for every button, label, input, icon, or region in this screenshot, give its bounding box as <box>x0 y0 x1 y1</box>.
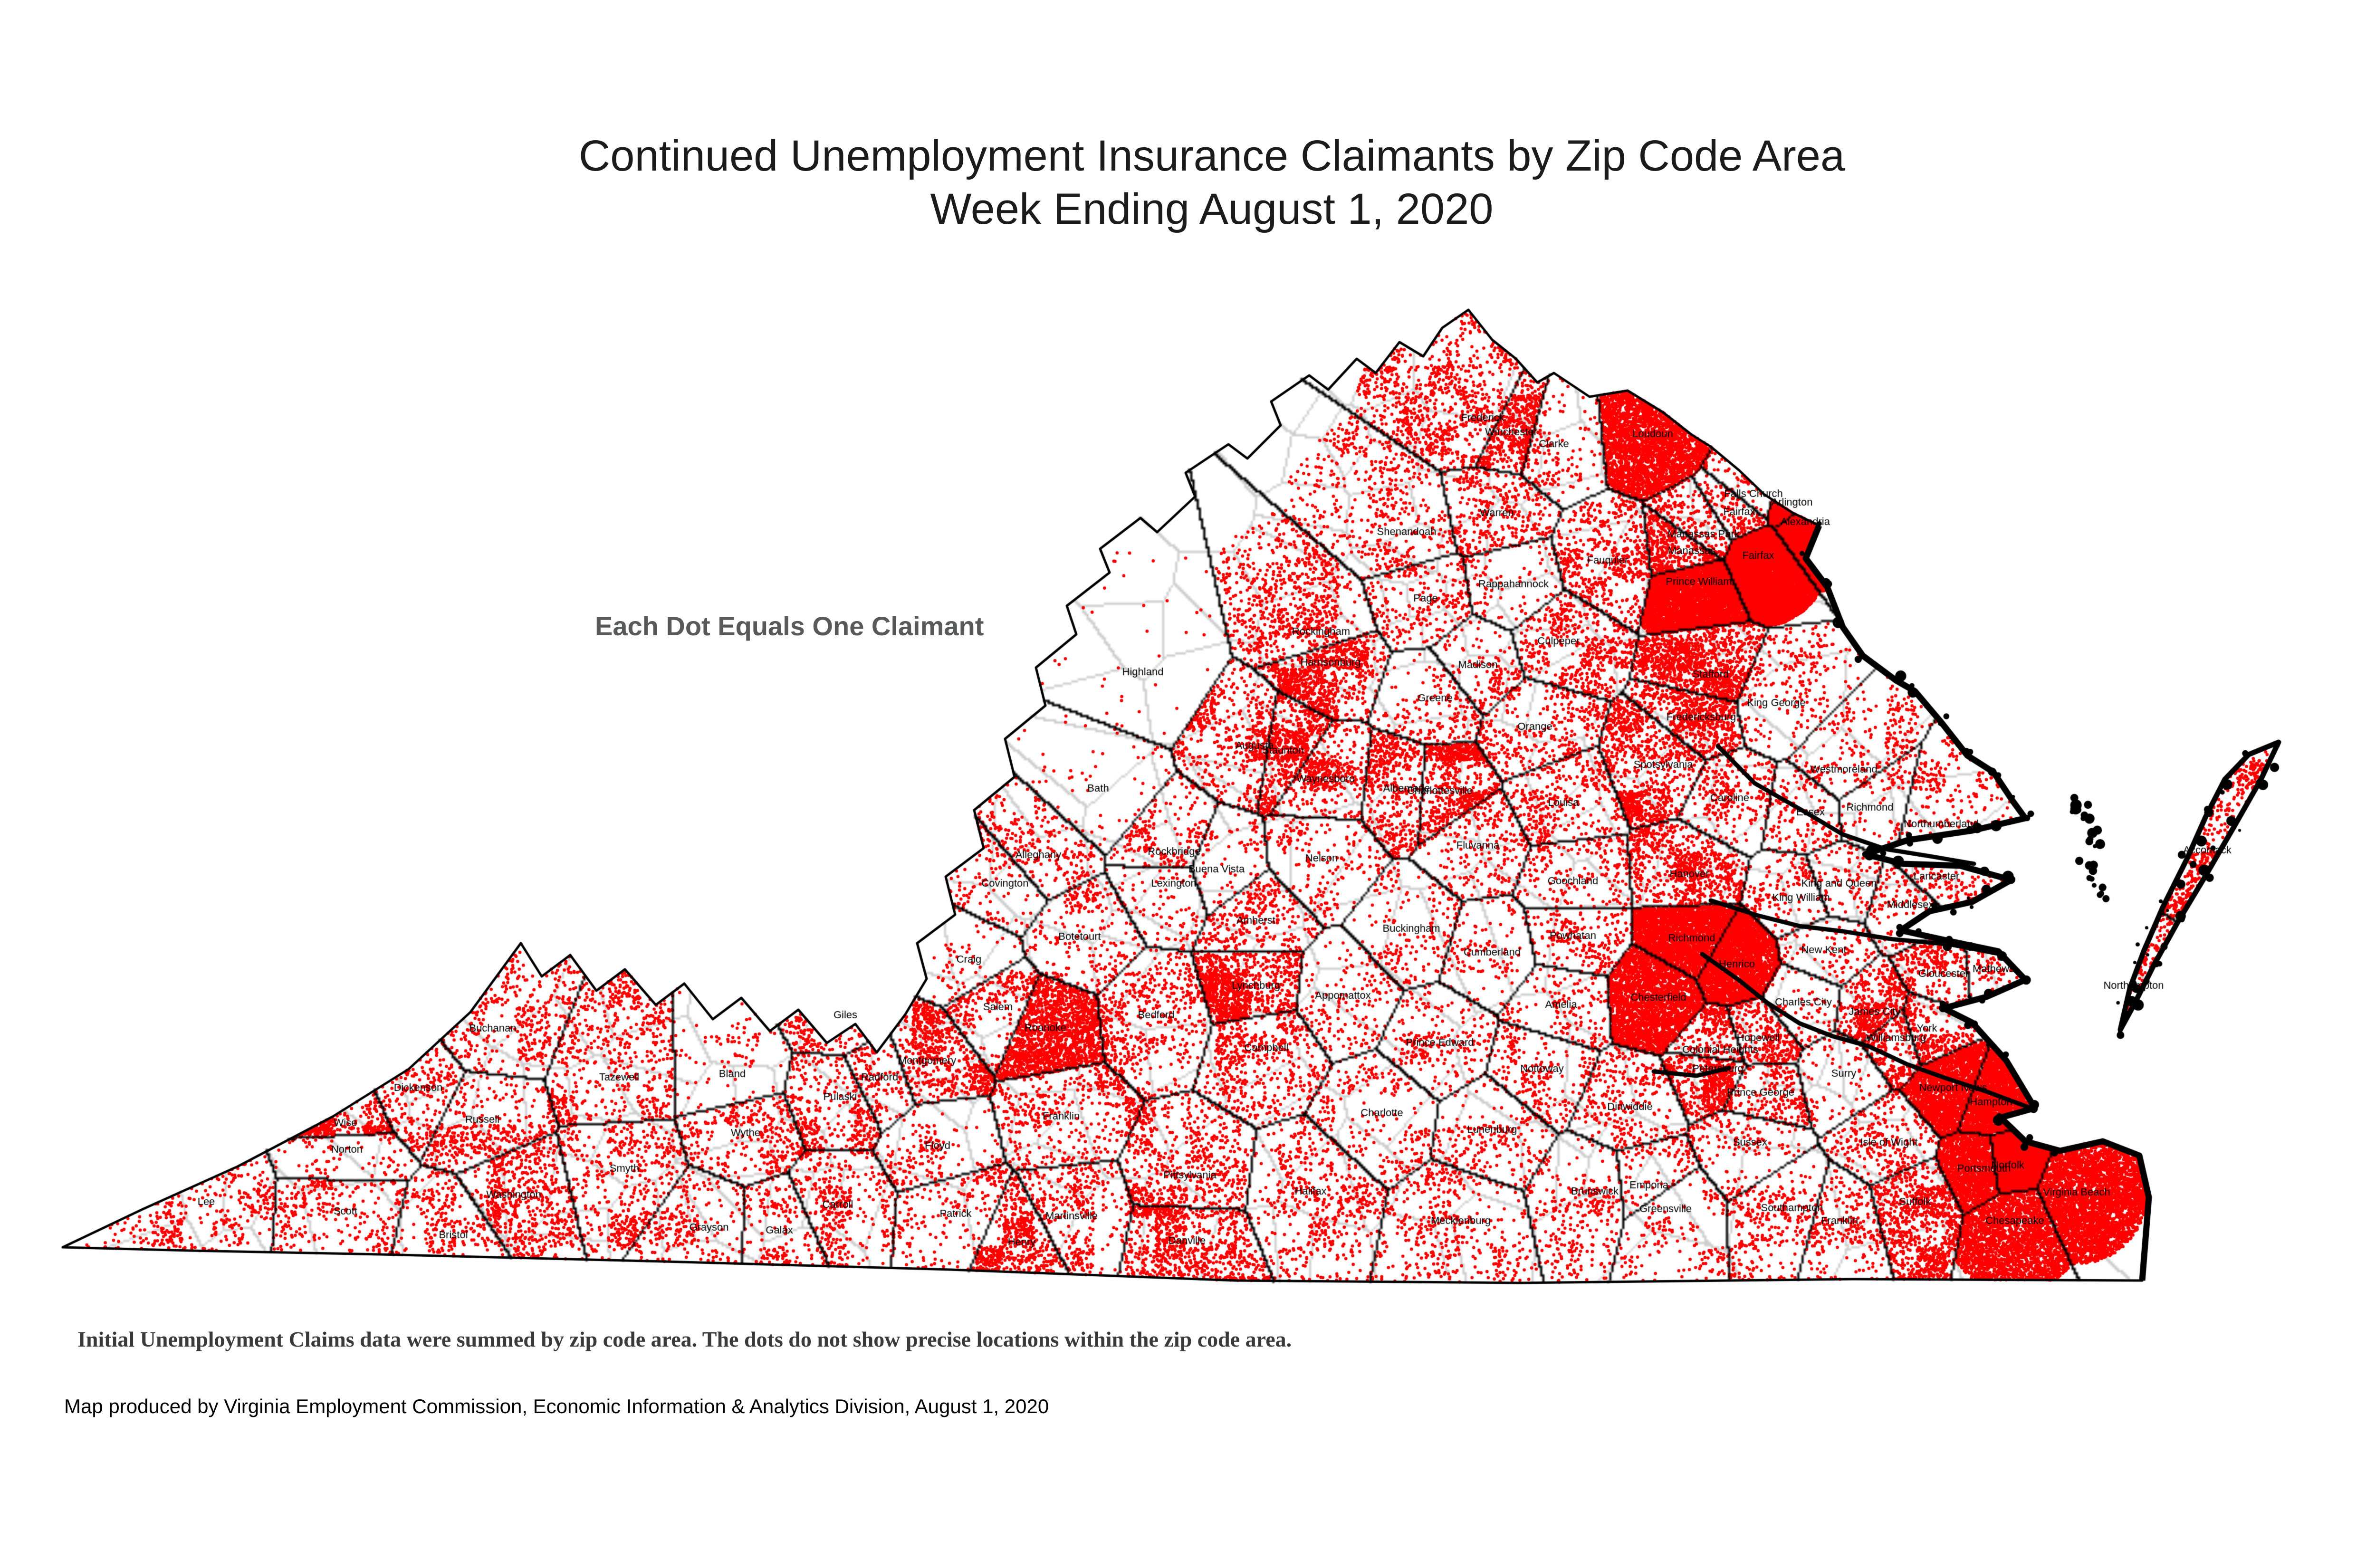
map-title-line2: Week Ending August 1, 2020 <box>930 185 1494 234</box>
dot-legend-label: Each Dot Equals One Claimant <box>595 611 984 641</box>
map-title-line1: Continued Unemployment Insurance Claiman… <box>578 132 1845 180</box>
footnote-credit: Map produced by Virginia Employment Comm… <box>64 1395 1049 1417</box>
map-title: Continued Unemployment Insurance Claiman… <box>0 129 2376 236</box>
footnote-methodology: Initial Unemployment Claims data were su… <box>77 1327 1292 1351</box>
